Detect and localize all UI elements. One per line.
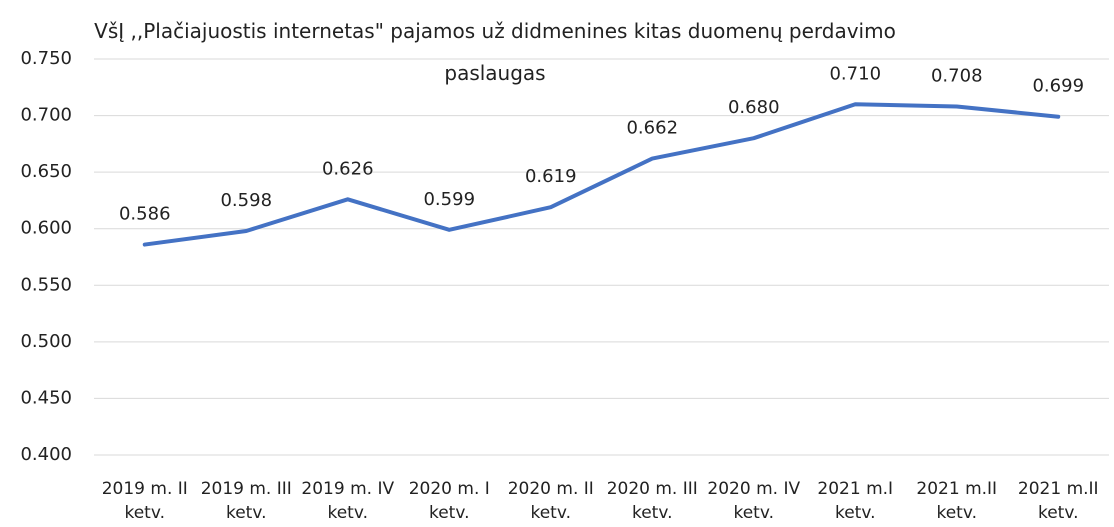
x-tick-label: 2019 m. II ketv.: [101, 479, 188, 523]
x-tick-label: 2021 m.II ketv.: [916, 479, 998, 523]
y-tick-label: 0.500: [20, 331, 72, 352]
x-tick-label: 2020 m. I ketv.: [408, 479, 490, 523]
y-tick-label: 0.550: [20, 274, 72, 295]
y-tick-label: 0.600: [20, 218, 72, 239]
y-tick-label: 0.450: [20, 387, 72, 408]
y-tick-label: 0.650: [20, 161, 72, 182]
x-tick-label: 2020 m. II ketv.: [507, 479, 594, 523]
x-tick-label: 2019 m. IV ketv.: [301, 479, 395, 523]
data-line: [142, 102, 1061, 247]
data-label: 0.619: [525, 166, 577, 187]
data-label: 0.699: [1032, 76, 1084, 97]
data-label: 0.662: [626, 118, 678, 139]
x-tick-label: 2020 m. IV ketv.: [707, 479, 801, 523]
x-tick-label: 2019 m. III ketv.: [200, 479, 292, 523]
x-tick-label: 2020 m. III ketv.: [606, 479, 698, 523]
data-label: 0.586: [119, 204, 171, 225]
x-tick-label: 2021 m.I ketv.: [817, 479, 894, 523]
y-tick-label: 0.700: [20, 105, 72, 126]
data-label: 0.710: [829, 63, 881, 84]
y-tick-label: 0.400: [20, 444, 72, 465]
y-tick-label: 0.750: [20, 48, 72, 69]
x-tick-label: 2021 m.II ketv.: [1017, 479, 1099, 523]
data-label: 0.598: [220, 190, 272, 211]
data-label: 0.680: [728, 97, 780, 118]
data-label: 0.708: [931, 66, 983, 87]
chart-title: VšĮ ,,Plačiajuostis internetas" pajamos …: [94, 19, 896, 85]
data-label: 0.599: [423, 189, 475, 210]
data-label: 0.626: [322, 158, 374, 179]
